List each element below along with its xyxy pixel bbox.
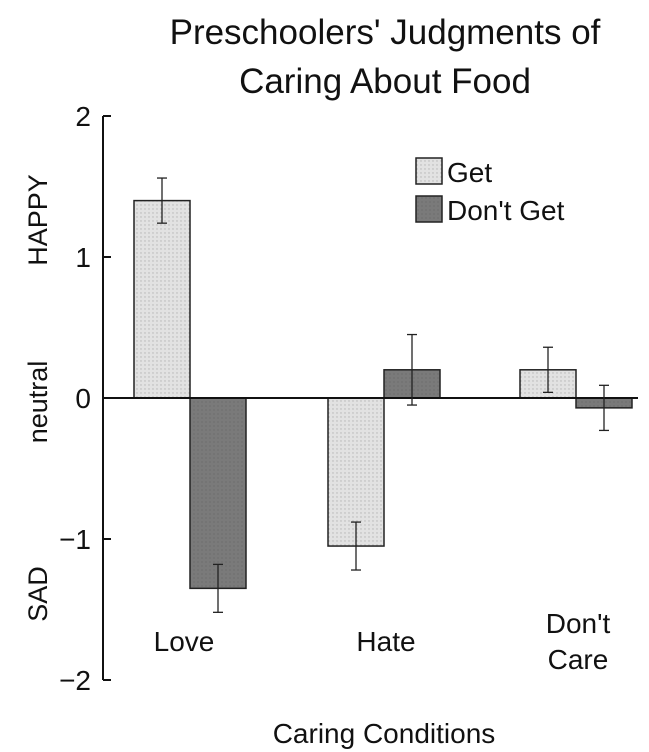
y-tick-label: 1 [75,242,91,273]
bar-dont-get-0 [189,397,247,590]
error-bar [351,521,361,571]
category-label-1-0: Hate [356,626,415,657]
error-bar [213,563,223,613]
y-tick-label: 0 [75,383,91,414]
y-tick-label: −1 [59,524,91,555]
chart-title-line-2: Caring About Food [239,62,531,101]
chart-title-line-1: Preschoolers' Judgments of [170,13,601,52]
y-label-neutral: neutral [23,361,53,444]
category-label-2-0: Don't [546,608,611,639]
y-tick-label: 2 [75,101,91,132]
legend-swatch-get [415,157,443,185]
y-tick-label: −2 [59,665,91,696]
x-axis-title: Caring Conditions [273,718,496,749]
category-label-2-1: Care [548,644,609,675]
legend-swatch-dont-get [415,195,443,223]
y-label-happy: HAPPY [23,174,53,266]
error-bar [157,177,167,224]
legend-label-get: Get [447,157,492,188]
error-bar [407,333,417,406]
category-label-0-0: Love [154,626,215,657]
y-label-sad: SAD [23,566,53,622]
bar-get-0 [133,199,191,399]
error-bar [599,384,609,432]
error-bar [543,346,553,394]
legend-label-dont-get: Don't Get [447,195,565,226]
